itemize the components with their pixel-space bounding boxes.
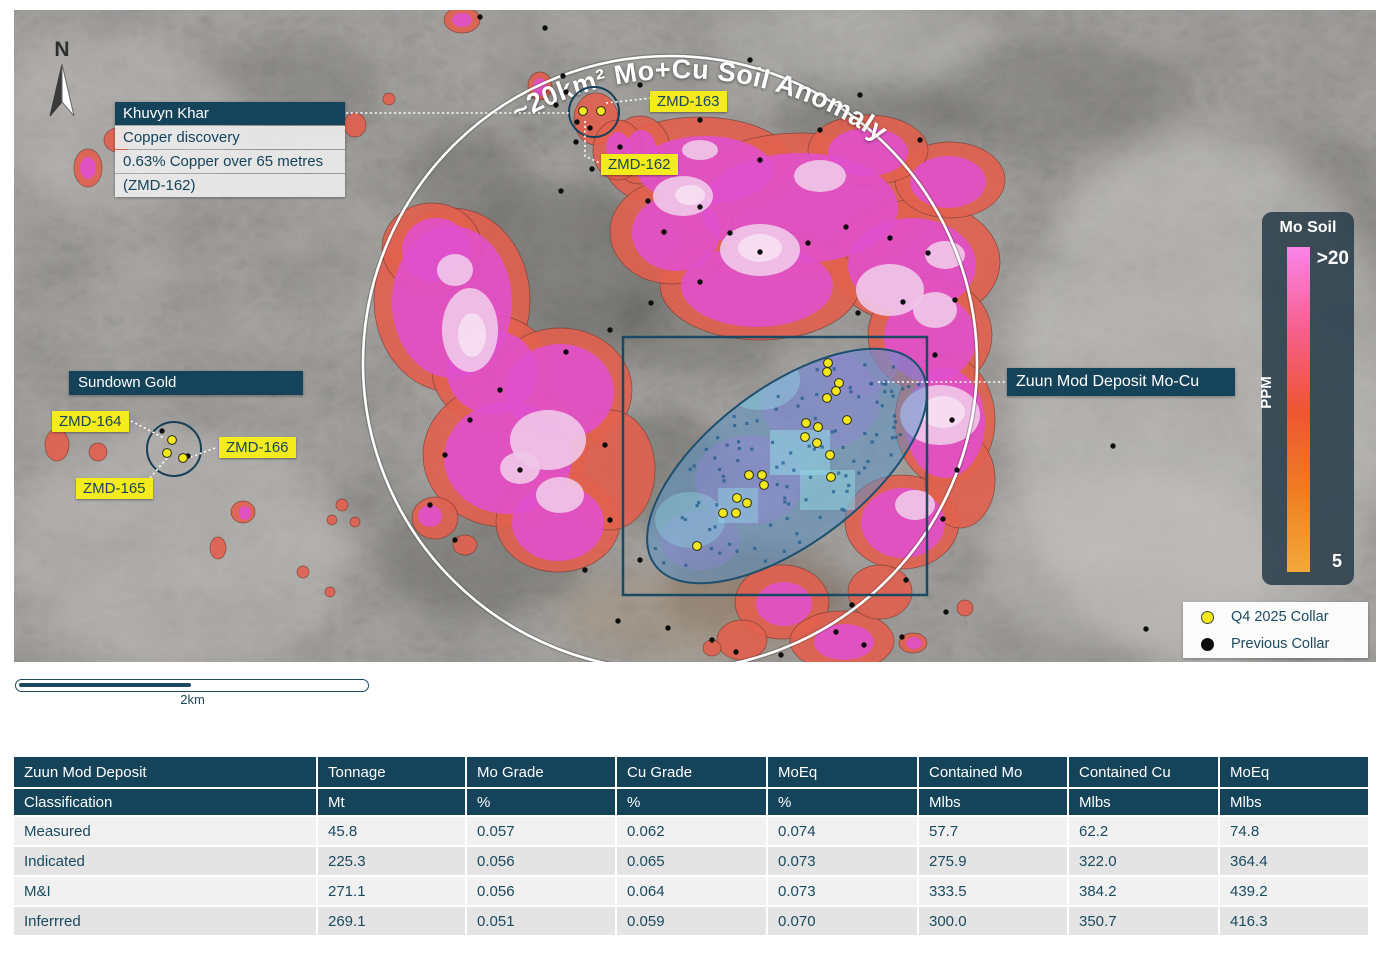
table-row: Measured 45.8 0.057 0.062 0.074 57.7 62.2 74.8 <box>14 817 1368 845</box>
sundown-gold-label: Sundown Gold <box>69 371 303 395</box>
table-cell: 0.056 <box>467 877 615 905</box>
table-cell: Zuun Mod Deposit <box>14 757 316 787</box>
table-cell: 0.073 <box>768 877 917 905</box>
q4-collar-icon <box>1201 610 1214 624</box>
table-row: Zuun Mod Deposit Tonnage Mo Grade Cu Grade M… <box>14 757 1368 787</box>
table-cell: 300.0 <box>919 907 1067 935</box>
table-cell: 416.3 <box>1220 907 1368 935</box>
table-cell: 0.059 <box>617 907 766 935</box>
collar-legend: Q4 2025 Collar Previous Collar <box>1183 602 1368 658</box>
map-canvas: ~20km² Mo+Cu Soil Anomaly <box>14 10 1376 662</box>
table-cell: MoEq <box>1220 757 1368 787</box>
table-row: M&I 271.1 0.056 0.064 0.073 333.5 384.2 439.2 <box>14 877 1368 905</box>
table-cell: 0.070 <box>768 907 917 935</box>
collar-legend-q4-row: Q4 2025 Collar <box>1183 605 1368 629</box>
table-cell: 62.2 <box>1069 817 1218 845</box>
table-cell: 45.8 <box>318 817 465 845</box>
table-cell: Mlbs <box>1069 789 1218 815</box>
q4-collar-label: Q4 2025 Collar <box>1231 609 1329 625</box>
table-cell: 0.065 <box>617 847 766 875</box>
sundown-collar-ring <box>146 421 202 477</box>
mo-soil-min-label: 5 <box>1331 551 1342 571</box>
table-cell: 269.1 <box>318 907 465 935</box>
khuvyn-khar-callout: Khuvyn Khar Copper discovery 0.63% Coppe… <box>115 102 345 197</box>
exploration-map: ~20km² Mo+Cu Soil Anomaly <box>14 10 1376 662</box>
table-cell: 0.051 <box>467 907 615 935</box>
khuvyn-khar-line3: (ZMD-162) <box>115 174 345 197</box>
table-cell: 0.064 <box>617 877 766 905</box>
deposit-extent-rect <box>621 335 929 597</box>
table-cell: 364.4 <box>1220 847 1368 875</box>
table-cell: Mo Grade <box>467 757 615 787</box>
table-cell: 275.9 <box>919 847 1067 875</box>
table-row: Inferrred 269.1 0.051 0.059 0.070 300.0 350.7 4… <box>14 907 1368 935</box>
north-arrow: N <box>44 38 80 122</box>
previous-collar-icon <box>1201 637 1214 651</box>
mo-soil-gradient-bar <box>1287 247 1310 572</box>
table-row: Classification Mt%%% Mlbs Mlbs Mlbs <box>14 789 1368 815</box>
north-arrow-glyph <box>49 63 75 117</box>
table-cell: M&I <box>14 877 316 905</box>
table-cell: 57.7 <box>919 817 1067 845</box>
mo-soil-unit-label: PPM <box>1257 376 1275 409</box>
khuvyn-khar-title: Khuvyn Khar <box>115 102 345 125</box>
table-cell: % <box>768 789 917 815</box>
leader-lines <box>130 97 1005 479</box>
collar-legend-previous-row: Previous Collar <box>1183 632 1368 656</box>
khuvyn-collar-ring <box>568 86 620 138</box>
table-cell: 0.056 <box>467 847 615 875</box>
tag-zmd-166: ZMD-166 <box>219 437 296 458</box>
mo-soil-legend: Mo Soil >20 5 PPM <box>1258 212 1354 585</box>
soil-anomaly-blobs <box>44 10 1006 662</box>
table-cell: 0.062 <box>617 817 766 845</box>
mo-soil-max-label: >20 <box>1316 248 1349 269</box>
tag-zmd-162: ZMD-162 <box>601 154 678 175</box>
q4-collars <box>162 106 852 551</box>
table-cell: 350.7 <box>1069 907 1218 935</box>
table-cell: 0.074 <box>768 817 917 845</box>
table-cell: Mlbs <box>1220 789 1368 815</box>
soil-sample-squares <box>653 363 921 567</box>
tag-zmd-164: ZMD-164 <box>52 411 129 432</box>
table-cell: 322.0 <box>1069 847 1218 875</box>
table-cell: 0.057 <box>467 817 615 845</box>
table-cell: 0.073 <box>768 847 917 875</box>
previous-collar-label: Previous Collar <box>1231 636 1330 652</box>
table-cell: % <box>617 789 766 815</box>
khuvyn-khar-line1: Copper discovery <box>115 126 345 149</box>
mo-soil-legend-title: Mo Soil <box>1279 219 1337 236</box>
anomaly-boundary-circle-stroke <box>361 54 979 662</box>
table-cell: 74.8 <box>1220 817 1368 845</box>
table-cell: Contained Cu <box>1069 757 1218 787</box>
scale-bar-fill <box>19 683 192 687</box>
table-cell: Indicated <box>14 847 316 875</box>
table-cell: 271.1 <box>318 877 465 905</box>
previous-collars <box>159 14 1149 658</box>
table-cell: 439.2 <box>1220 877 1368 905</box>
resource-table: Zuun Mod Deposit Tonnage Mo Grade Cu Grade M… <box>14 757 1368 937</box>
table-cell: Cu Grade <box>617 757 766 787</box>
table-cell: Contained Mo <box>919 757 1067 787</box>
table-cell: Classification <box>14 789 316 815</box>
table-cell: Measured <box>14 817 316 845</box>
tag-zmd-165: ZMD-165 <box>76 478 153 499</box>
scale-bar-label: 2km <box>180 692 205 707</box>
table-cell: Mt <box>318 789 465 815</box>
table-cell: Inferrred <box>14 907 316 935</box>
table-cell: 225.3 <box>318 847 465 875</box>
zuun-mod-label: Zuun Mod Deposit Mo-Cu <box>1007 368 1235 396</box>
table-row: Indicated 225.3 0.056 0.065 0.073 275.9 322.0 3… <box>14 847 1368 875</box>
tag-zmd-163: ZMD-163 <box>650 91 727 112</box>
table-cell: Mlbs <box>919 789 1067 815</box>
north-label: N <box>54 38 70 61</box>
table-cell: 333.5 <box>919 877 1067 905</box>
table-cell: 384.2 <box>1069 877 1218 905</box>
table-cell: % <box>467 789 615 815</box>
khuvyn-khar-line2: 0.63% Copper over 65 metres <box>115 150 345 173</box>
table-cell: Tonnage <box>318 757 465 787</box>
scale-bar <box>15 679 369 692</box>
table-cell: MoEq <box>768 757 917 787</box>
